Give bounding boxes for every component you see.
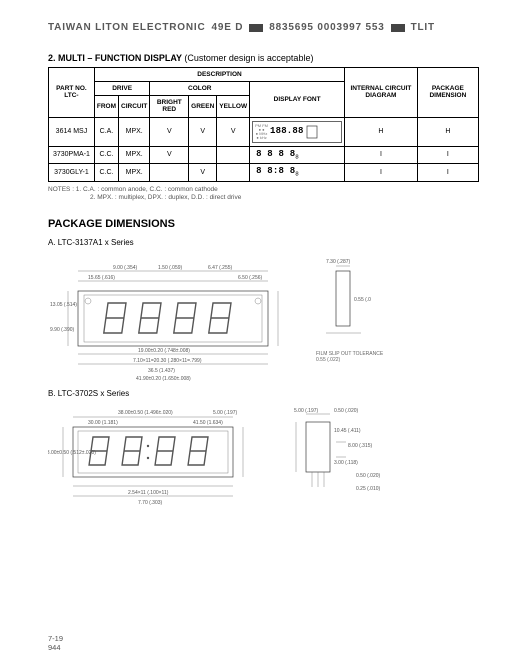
th-br: BRIGHT RED — [150, 96, 189, 117]
cell-grn — [189, 146, 217, 164]
pkg-dimensions-title: PACKAGE DIMENSIONS — [48, 218, 479, 230]
cell-yel — [217, 164, 250, 182]
cell-font: PM FM● ●● MHz● kHz 188.88 — [250, 117, 345, 146]
cell-pn: 3614 MSJ — [49, 117, 95, 146]
table-notes: NOTES : 1. C.A. : common anode, C.C. : c… — [48, 186, 479, 202]
svg-text:7.30 (.287): 7.30 (.287) — [326, 259, 351, 265]
svg-text:0.55 (.022): 0.55 (.022) — [354, 297, 371, 303]
drawing-b-side: 5.00 (.197) 0.50 (.020) 10.45 (.411) 8.0… — [276, 402, 396, 512]
page-footer: 7-19 944 — [48, 634, 63, 654]
svg-text:6.47 (.255): 6.47 (.255) — [208, 265, 233, 271]
drawing-a-side: 7.30 (.287) 0.55 (.022) — [316, 251, 371, 351]
drawing-b-front: 38.00±0.50 (1.496±.020) 41.50 (1.634) 30… — [48, 402, 258, 512]
th-desc: DESCRIPTION — [94, 68, 344, 82]
cell-circ: MPX. — [119, 117, 150, 146]
svg-text:41.90±0.20 (1.650±.008): 41.90±0.20 (1.650±.008) — [136, 376, 191, 381]
th-color: COLOR — [150, 82, 250, 96]
mfr-name: TAIWAN LITON ELECTRONIC — [48, 22, 205, 33]
cell-yel — [217, 146, 250, 164]
drawing-a: 9.00 (.354) 1.50 (.059) 6.47 (.255) 15.6… — [48, 251, 479, 381]
th-drive: DRIVE — [94, 82, 150, 96]
small-digit-icon — [306, 125, 320, 139]
th-yel: YELLOW — [217, 96, 250, 117]
svg-text:36.5 (1.437): 36.5 (1.437) — [148, 368, 175, 374]
drawing-a-front: 9.00 (.354) 1.50 (.059) 6.47 (.255) 15.6… — [48, 251, 298, 381]
cell-grn: V — [189, 117, 217, 146]
code1: 49E D — [211, 22, 243, 33]
svg-text:5.00 (.197): 5.00 (.197) — [213, 410, 238, 416]
svg-text:0.25 (.010): 0.25 (.010) — [356, 486, 381, 492]
table-row: 3730PMA-1 C.C. MPX. V 8 8 8 88 I I — [49, 146, 479, 164]
footer-line: 944 — [48, 643, 63, 653]
svg-text:9.00 (.354): 9.00 (.354) — [113, 265, 138, 271]
cell-br: V — [150, 146, 189, 164]
cell-from: C.C. — [94, 146, 118, 164]
svg-text:30.00 (1.181): 30.00 (1.181) — [88, 420, 118, 426]
cell-int: I — [345, 146, 418, 164]
cell-from: C.C. — [94, 164, 118, 182]
svg-text:5.00 (.197): 5.00 (.197) — [294, 408, 319, 414]
doc-header: TAIWAN LITON ELECTRONIC 49E D 8835695 00… — [48, 22, 479, 33]
cell-yel: V — [217, 117, 250, 146]
cell-grn: V — [189, 164, 217, 182]
svg-text:2.54×11 (.100×11): 2.54×11 (.100×11) — [128, 490, 169, 496]
note-line: NOTES : 1. C.A. : common anode, C.C. : c… — [48, 186, 479, 194]
svg-text:8.00 (.315): 8.00 (.315) — [348, 443, 373, 449]
section-num: 2. — [48, 53, 56, 63]
th-pkg: PACKAGE DIMENSION — [417, 68, 478, 118]
svg-text:13.00±0.50 (.512±.020): 13.00±0.50 (.512±.020) — [48, 450, 96, 456]
svg-text:6.50 (.256): 6.50 (.256) — [238, 275, 263, 281]
cell-from: C.A. — [94, 117, 118, 146]
bar-icon — [391, 24, 405, 32]
cell-circ: MPX. — [119, 164, 150, 182]
cell-pn: 3730GLY-1 — [49, 164, 95, 182]
section-main: MULTI – FUNCTION DISPLAY — [58, 53, 182, 63]
svg-text:10.45 (.411): 10.45 (.411) — [334, 428, 361, 434]
cell-br — [150, 164, 189, 182]
svg-text:15.65 (.616): 15.65 (.616) — [88, 275, 115, 281]
cell-pkg: H — [417, 117, 478, 146]
svg-text:0.50 (.020): 0.50 (.020) — [334, 408, 359, 414]
cell-pkg: I — [417, 164, 478, 182]
svg-text:41.50 (1.634): 41.50 (1.634) — [193, 420, 223, 426]
svg-text:3.00 (.118): 3.00 (.118) — [334, 460, 358, 466]
footer-line: 7-19 — [48, 634, 63, 644]
cell-int: H — [345, 117, 418, 146]
svg-text:13.05 (.514): 13.05 (.514) — [50, 302, 77, 308]
cell-br: V — [150, 117, 189, 146]
th-circ: CIRCUIT — [119, 96, 150, 117]
cell-int: I — [345, 164, 418, 182]
code3: TLIT — [411, 22, 435, 33]
table-row: 3730GLY-1 C.C. MPX. V 8 8:8 88 I I — [49, 164, 479, 182]
cell-circ: MPX. — [119, 146, 150, 164]
th-from: FROM — [94, 96, 118, 117]
series-b-label: B. LTC-3702S x Series — [48, 389, 479, 398]
bar-icon — [249, 24, 263, 32]
cell-pkg: I — [417, 146, 478, 164]
svg-text:7.10×11=20.30 (.280×11=.799): 7.10×11=20.30 (.280×11=.799) — [133, 358, 202, 364]
svg-text:7.70 (.303): 7.70 (.303) — [138, 500, 163, 506]
cell-font: 8 8 8 88 — [250, 146, 345, 164]
svg-text:9.90 (.390): 9.90 (.390) — [50, 327, 75, 333]
svg-text:38.00±0.50 (1.496±.020): 38.00±0.50 (1.496±.020) — [118, 410, 173, 416]
th-int: INTERNAL CIRCUIT DIAGRAM — [345, 68, 418, 118]
cell-font: 8 8:8 88 — [250, 164, 345, 182]
drawing-b: 38.00±0.50 (1.496±.020) 41.50 (1.634) 30… — [48, 402, 479, 512]
section-note: (Customer design is acceptable) — [184, 53, 313, 63]
svg-text:1.50 (.059): 1.50 (.059) — [158, 265, 183, 271]
svg-text:19.00±0.20 (.748±.008): 19.00±0.20 (.748±.008) — [138, 348, 190, 354]
cell-pn: 3730PMA-1 — [49, 146, 95, 164]
svg-text:0.50 (.020): 0.50 (.020) — [356, 473, 381, 479]
tolerance-note: FILM SLIP OUT TOLERANCE 0.55 (.022) — [316, 351, 383, 363]
code2: 8835695 0003997 553 — [269, 22, 384, 33]
spec-table: PART NO. LTC- DESCRIPTION INTERNAL CIRCU… — [48, 67, 479, 182]
th-font: DISPLAY FONT — [250, 82, 345, 117]
note-line: 2. MPX. : multiplex, DPX. : duplex, D.D.… — [48, 194, 479, 202]
th-part: PART NO. LTC- — [49, 68, 95, 118]
series-a-label: A. LTC-3137A1 x Series — [48, 238, 479, 247]
section-title: 2. MULTI – FUNCTION DISPLAY (Customer de… — [48, 53, 479, 63]
th-grn: GREEN — [189, 96, 217, 117]
table-row: 3614 MSJ C.A. MPX. V V V PM FM● ●● MHz● … — [49, 117, 479, 146]
